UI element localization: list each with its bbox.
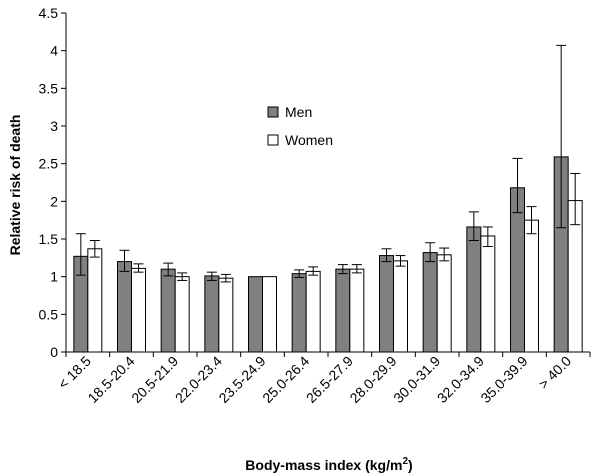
y-tick-label: 2 — [50, 193, 58, 209]
bar-women-8 — [436, 254, 452, 353]
bar-women-2 — [174, 276, 190, 353]
x-tick-label: 32.0-34.9 — [434, 353, 487, 406]
x-tick-label: 25.0-26.4 — [259, 353, 312, 406]
axes — [61, 12, 591, 357]
y-tick-label: 4.5 — [39, 5, 59, 21]
legend-label-men: Men — [285, 104, 312, 120]
bar-women-5 — [305, 270, 321, 353]
y-tick-label: 1.5 — [39, 231, 59, 247]
bar-men-6 — [335, 268, 351, 353]
x-tick-label: 22.0-23.4 — [172, 353, 225, 406]
y-tick-label: 0.5 — [39, 306, 59, 322]
bar-men-4 — [248, 276, 263, 353]
bar-men-3 — [204, 275, 220, 353]
bar-women-6 — [349, 268, 365, 353]
bar-women-1 — [131, 267, 146, 353]
bar-women-9 — [480, 235, 496, 353]
y-tick-label: 2.5 — [39, 156, 59, 172]
x-tick-label: < 18.5 — [55, 353, 94, 392]
x-tick-label: 28.0-29.9 — [346, 353, 399, 406]
x-tick-label: > 40.0 — [535, 353, 574, 392]
bar-men-5 — [291, 273, 307, 353]
y-tick-label: 3.5 — [39, 80, 59, 96]
y-tick-label: 0 — [50, 344, 58, 360]
bar-women-0 — [87, 248, 103, 353]
y-tick-label: 1 — [50, 269, 58, 285]
bar-women-3 — [218, 277, 234, 353]
y-axis-title: Relative risk of death — [7, 115, 23, 256]
bar-men-1 — [117, 261, 132, 353]
x-tick-label: 23.5-24.9 — [215, 353, 268, 406]
x-tick-labels: < 18.518.5-20.420.5-21.922.0-23.423.5-24… — [55, 353, 575, 406]
bar-women-7 — [393, 260, 408, 353]
error-bars — [75, 44, 581, 283]
bar-men-2 — [160, 268, 176, 353]
legend-swatch-men — [267, 106, 279, 118]
legend-swatch-women — [267, 134, 279, 146]
x-tick-label: 26.5-27.9 — [303, 353, 356, 406]
bar-women-10 — [524, 219, 539, 353]
bar-women-4 — [262, 276, 277, 353]
bar-men-7 — [379, 255, 394, 353]
legend: Men Women — [267, 104, 333, 148]
y-tick-label: 3 — [50, 118, 58, 134]
bar-men-8 — [422, 252, 438, 353]
y-tick-label: 4 — [50, 43, 58, 59]
bar-men-9 — [466, 226, 482, 353]
x-tick-label: 30.0-31.9 — [390, 353, 443, 406]
x-tick-label: 20.5-21.9 — [128, 353, 181, 406]
x-axis-title: Body-mass index (kg/m2) — [245, 456, 412, 473]
x-tick-label: 35.0-39.9 — [477, 353, 530, 406]
y-tick-labels: 0 0.5 1 1.5 2 2.5 3 3.5 4 4.5 — [39, 5, 59, 360]
bars — [73, 156, 583, 353]
legend-label-women: Women — [285, 132, 333, 148]
x-tick-label: 18.5-20.4 — [84, 353, 137, 406]
